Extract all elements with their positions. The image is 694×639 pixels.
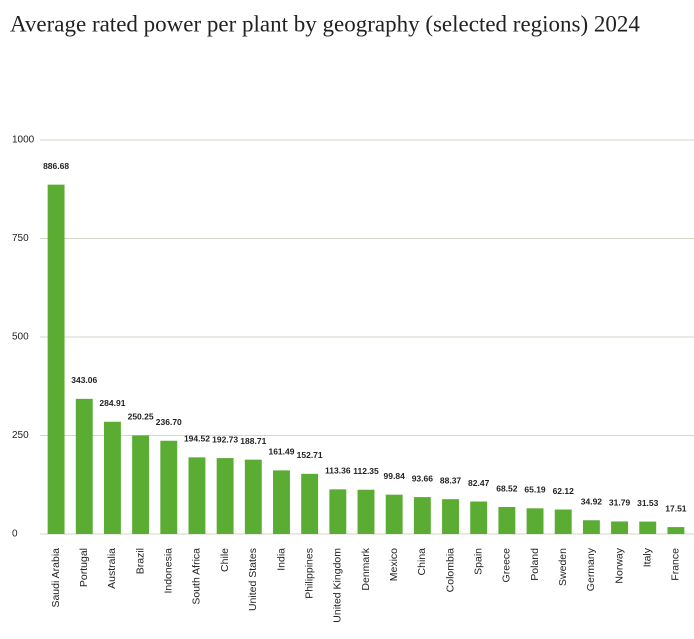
x-tick-label: Philippines xyxy=(303,548,315,599)
bar xyxy=(554,509,572,534)
bar xyxy=(160,440,178,534)
bar xyxy=(47,184,65,535)
bar xyxy=(470,501,488,534)
bar xyxy=(385,494,403,534)
value-label: 250.25 xyxy=(128,412,154,422)
value-label: 68.52 xyxy=(496,483,518,493)
x-tick-label: Spain xyxy=(472,548,484,575)
value-label: 194.52 xyxy=(184,434,210,444)
value-label: 886.68 xyxy=(43,161,69,171)
value-label: 188.71 xyxy=(240,436,266,446)
x-tick-label: Colombia xyxy=(444,548,456,593)
bar xyxy=(188,457,206,534)
value-label: 62.12 xyxy=(553,486,575,496)
bar xyxy=(667,527,685,534)
bar xyxy=(582,520,600,534)
x-tick-label: Portugal xyxy=(78,548,90,587)
bar xyxy=(526,508,544,534)
x-tick-label: France xyxy=(670,548,682,581)
bar xyxy=(329,489,347,534)
x-tick-label: India xyxy=(275,548,287,571)
chart-title: Average rated power per plant by geograp… xyxy=(10,11,640,36)
value-label: 161.49 xyxy=(268,447,294,457)
x-tick-label: Germany xyxy=(585,547,597,591)
x-tick-label: Italy xyxy=(642,547,654,567)
x-tick-label: Mexico xyxy=(388,548,400,581)
bar xyxy=(244,459,262,534)
y-tick-label: 500 xyxy=(12,332,29,343)
value-label: 31.79 xyxy=(609,498,631,508)
x-tick-label: China xyxy=(416,548,428,576)
value-label: 82.47 xyxy=(468,478,490,488)
x-tick-label: Saudi Arabia xyxy=(50,548,62,608)
value-label: 99.84 xyxy=(384,471,406,481)
value-label: 113.36 xyxy=(325,466,351,476)
value-label: 65.19 xyxy=(524,485,546,495)
bar xyxy=(103,421,121,534)
value-label: 236.70 xyxy=(156,417,182,427)
bar xyxy=(413,497,431,534)
bar xyxy=(442,499,459,534)
bar xyxy=(301,473,319,534)
x-tick-label: Greece xyxy=(501,548,513,583)
bar xyxy=(75,398,93,534)
bar xyxy=(357,489,375,534)
value-label: 343.06 xyxy=(71,375,97,385)
bar xyxy=(639,521,657,534)
x-tick-label: United Kingdom xyxy=(332,548,344,623)
value-label: 93.66 xyxy=(412,473,434,483)
value-label: 284.91 xyxy=(99,398,125,408)
bar xyxy=(216,458,234,534)
value-label: 88.37 xyxy=(440,475,462,485)
value-label: 152.71 xyxy=(297,450,323,460)
x-tick-label: Denmark xyxy=(360,547,372,590)
x-tick-label: Australia xyxy=(106,548,118,589)
x-tick-label: Brazil xyxy=(134,548,146,574)
y-tick-label: 1000 xyxy=(12,135,35,146)
bar xyxy=(611,521,629,534)
y-tick-label: 250 xyxy=(12,430,29,441)
value-label: 112.35 xyxy=(353,466,379,476)
x-tick-label: Norway xyxy=(613,547,625,583)
y-tick-label: 750 xyxy=(12,233,29,244)
bar xyxy=(132,435,150,534)
value-label: 31.53 xyxy=(637,498,659,508)
y-tick-label: 0 xyxy=(12,529,18,540)
x-tick-label: Indonesia xyxy=(163,548,175,594)
x-tick-label: United States xyxy=(247,548,259,611)
bar xyxy=(498,507,516,534)
x-tick-label: South Africa xyxy=(191,548,203,605)
bar xyxy=(273,470,290,534)
x-tick-label: Chile xyxy=(219,548,231,572)
value-label: 17.51 xyxy=(665,503,687,513)
value-label: 192.73 xyxy=(212,434,238,444)
x-tick-label: Poland xyxy=(529,548,541,581)
value-label: 34.92 xyxy=(581,496,603,506)
x-tick-label: Sweden xyxy=(557,548,569,586)
